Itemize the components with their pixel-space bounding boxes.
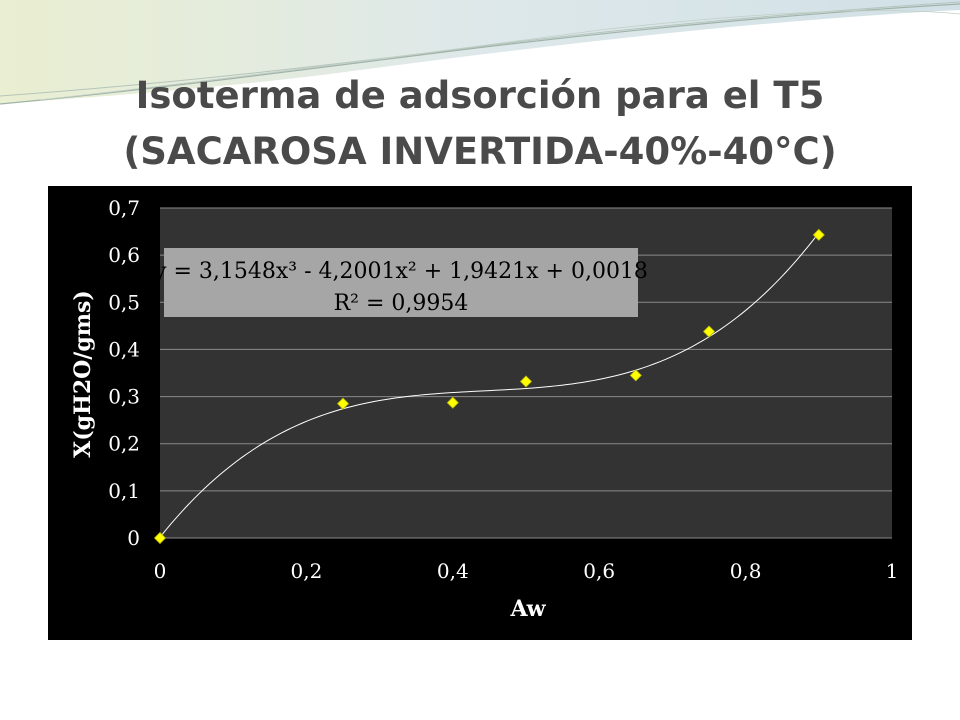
y-tick-label: 0,7 [108,196,140,220]
x-tick-label: 1 [886,559,899,583]
slide-title-line-1: Isoterma de adsorción para el T5 [135,74,825,117]
y-tick-label: 0,1 [108,479,140,503]
data-point-marker [702,325,716,338]
x-tick-label: 0 [154,559,167,583]
y-axis-label: X(gH2O/gms) [70,290,96,458]
data-point-marker [153,531,167,545]
trendline-label-box [164,248,638,317]
y-tick-label: 0,3 [108,385,140,409]
x-tick-label: 0,8 [730,559,762,583]
y-tick-label: 0 [127,526,140,550]
x-tick-label: 0,6 [583,559,615,583]
slide-title: Isoterma de adsorción para el T5 (SACARO… [0,68,960,180]
x-axis-label: Aw [509,596,546,622]
chart-container: 0 0,1 0,2 0,3 0,4 0,5 0,6 0,7 0 0,2 0,4 0,6 0,8 1 y … [48,186,912,640]
data-point-marker [629,369,642,382]
trendline-equation: y = 3,1548x³ - 4,2001x² + 1,9421x + 0,00… [153,259,648,284]
data-point-marker [812,228,825,241]
y-tick-label: 0,5 [108,290,140,314]
y-tick-label: 0,4 [108,337,140,361]
y-tick-label: 0,6 [108,243,140,267]
x-tick-label: 0,4 [437,559,469,583]
data-point-marker [336,397,350,410]
data-point-marker [519,375,533,388]
slide-title-line-2: (SACAROSA INVERTIDA-40%-40°C) [123,130,837,173]
header-swoosh-decoration [0,0,960,105]
trendline-r-squared: R² = 0,9954 [334,291,469,316]
y-tick-label: 0,2 [108,432,140,456]
isotherm-chart: 0 0,1 0,2 0,3 0,4 0,5 0,6 0,7 0 0,2 0,4 0,6 0,8 1 y … [70,196,899,622]
data-point-marker [446,396,459,409]
x-tick-label: 0,2 [290,559,322,583]
